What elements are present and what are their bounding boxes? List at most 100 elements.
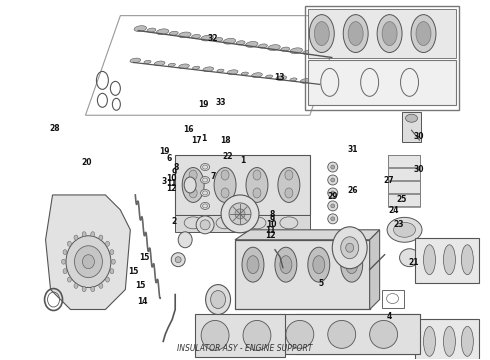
Ellipse shape [221,195,259,233]
Text: 15: 15 [140,253,150,262]
Text: 20: 20 [81,158,92,167]
Ellipse shape [178,232,192,248]
Ellipse shape [242,247,264,282]
Text: 13: 13 [274,73,285,82]
Text: 23: 23 [393,220,404,229]
Ellipse shape [111,259,115,264]
Text: 11: 11 [266,226,276,235]
Text: INSULATOR ASY - ENGINE SUPPORT: INSULATOR ASY - ENGINE SUPPORT [177,344,313,353]
Ellipse shape [62,259,66,264]
Ellipse shape [247,256,259,274]
Text: 29: 29 [328,192,338,201]
Ellipse shape [63,269,67,274]
Ellipse shape [200,189,210,197]
Bar [308,60,456,105]
Polygon shape [369,230,380,310]
Text: 2: 2 [172,217,177,226]
Ellipse shape [338,328,348,341]
Ellipse shape [144,60,151,63]
Ellipse shape [184,177,196,193]
Ellipse shape [285,170,293,180]
Ellipse shape [169,31,178,35]
Text: 30: 30 [413,165,424,174]
Ellipse shape [382,22,397,45]
Ellipse shape [192,35,200,39]
Text: 10: 10 [167,174,177,183]
Polygon shape [280,315,419,354]
Ellipse shape [332,227,367,269]
Text: 9: 9 [172,168,177,177]
Circle shape [331,165,335,169]
Polygon shape [195,315,285,357]
Ellipse shape [214,37,223,42]
Ellipse shape [368,328,379,341]
Ellipse shape [91,232,95,237]
Text: 24: 24 [389,206,399,215]
Ellipse shape [443,327,455,356]
Ellipse shape [369,320,397,348]
Text: 16: 16 [184,125,194,134]
Bar [382,289,404,307]
Ellipse shape [406,114,417,122]
Ellipse shape [328,320,356,348]
Bar [308,9,456,58]
Ellipse shape [393,222,416,237]
Ellipse shape [411,15,436,53]
Ellipse shape [82,255,95,269]
Ellipse shape [241,72,248,75]
Text: 31: 31 [347,145,358,154]
Bar [388,155,419,167]
Ellipse shape [462,327,473,356]
Ellipse shape [325,53,334,58]
Text: 15: 15 [128,267,138,276]
Polygon shape [175,215,310,232]
Ellipse shape [399,328,410,341]
Circle shape [331,178,335,182]
Ellipse shape [243,320,271,350]
Ellipse shape [346,256,358,274]
Ellipse shape [462,245,473,275]
Ellipse shape [130,58,141,63]
Ellipse shape [105,277,110,282]
Ellipse shape [82,287,86,292]
Ellipse shape [245,41,258,47]
Ellipse shape [189,170,197,180]
Text: 30: 30 [413,132,424,141]
Text: 1: 1 [240,156,245,165]
Ellipse shape [394,320,415,348]
Ellipse shape [364,320,384,348]
Ellipse shape [399,249,419,267]
Ellipse shape [341,237,359,259]
Ellipse shape [134,26,147,31]
Ellipse shape [99,235,103,240]
Ellipse shape [253,170,261,180]
Text: 27: 27 [384,176,394,185]
Circle shape [328,188,338,198]
Circle shape [328,175,338,185]
Ellipse shape [105,241,110,246]
Ellipse shape [193,66,200,69]
Ellipse shape [221,188,229,198]
Ellipse shape [156,29,169,35]
Ellipse shape [200,202,210,210]
Ellipse shape [211,291,225,309]
Bar [305,6,460,110]
Ellipse shape [275,247,297,282]
Text: 5: 5 [318,279,323,288]
Polygon shape [415,238,479,283]
Ellipse shape [302,320,322,348]
Ellipse shape [63,249,67,255]
Circle shape [171,253,185,267]
Text: 28: 28 [49,123,60,132]
Text: 3: 3 [162,177,167,186]
Text: 14: 14 [137,297,147,306]
Polygon shape [175,155,310,215]
Ellipse shape [313,256,325,274]
Ellipse shape [285,188,293,198]
Ellipse shape [252,73,262,77]
Ellipse shape [276,76,287,80]
Ellipse shape [147,28,156,32]
Text: 26: 26 [347,186,358,195]
Ellipse shape [201,35,214,41]
Ellipse shape [348,22,363,45]
